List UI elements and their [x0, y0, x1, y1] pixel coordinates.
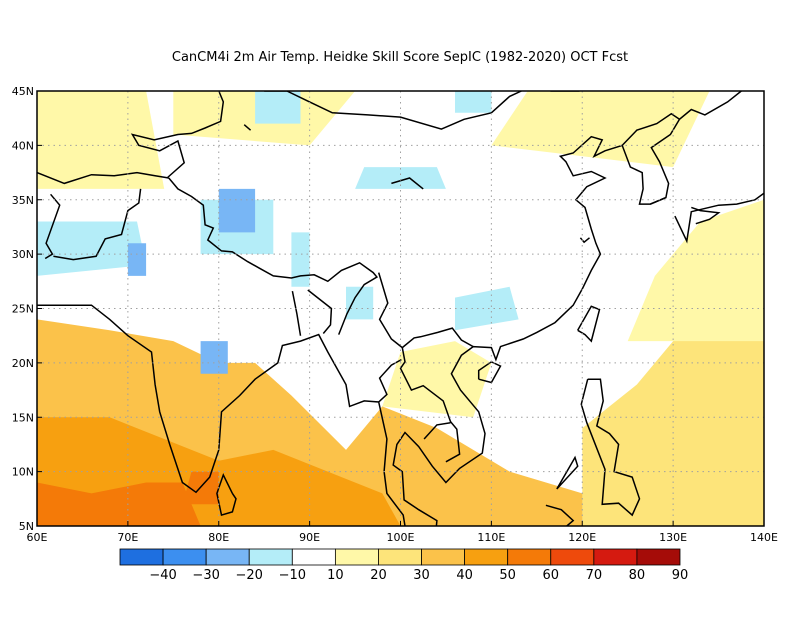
- coastline-segment: [423, 421, 451, 440]
- lat-tick-label: 15N: [12, 411, 34, 424]
- skill-region: [491, 91, 710, 168]
- colorbar-swatch: [636, 548, 681, 566]
- lon-tick-label: 140E: [750, 531, 778, 544]
- colorbar-label: 70: [586, 568, 603, 583]
- coastline-segment: [216, 472, 237, 517]
- colorbar-swatch: [464, 548, 509, 566]
- coastline-segment: [579, 237, 590, 244]
- colorbar-label: 40: [456, 568, 473, 583]
- coastlines: [37, 91, 764, 526]
- coastline-segment: [291, 290, 302, 336]
- coastline-segment: [44, 193, 61, 260]
- colorbar-swatch: [162, 548, 207, 566]
- lat-tick-label: 5N: [19, 520, 34, 533]
- coastline-segment: [650, 196, 667, 205]
- coastline-segment: [674, 192, 764, 244]
- coastline-segment: [130, 91, 225, 179]
- colorbar-label: 80: [629, 568, 646, 583]
- colorbar: −40 −30 −20 −10 10 20 30 40 50 60 70 80 90: [119, 548, 689, 583]
- skill-region: [455, 286, 519, 331]
- lon-tick-label: 60E: [27, 531, 48, 544]
- colorbar-label: 60: [542, 568, 559, 583]
- colorbar-swatch: [248, 548, 293, 566]
- colorbar-label: 50: [499, 568, 516, 583]
- lon-tick-label: 110E: [477, 531, 505, 544]
- skill-region: [255, 91, 301, 124]
- skill-region: [627, 199, 764, 342]
- coastline-segment: [556, 455, 579, 490]
- lat-tick-label: 25N: [12, 303, 34, 316]
- colorbar-label: −30: [192, 568, 219, 583]
- coastline-segment: [307, 289, 333, 334]
- coastline-segment: [577, 305, 601, 343]
- skill-region: [582, 308, 764, 526]
- coastline-segment: [621, 112, 680, 146]
- lon-tick-label: 80E: [208, 531, 229, 544]
- colorbar-label: 20: [370, 568, 387, 583]
- skill-region: [37, 482, 201, 526]
- coastline-segment: [243, 124, 252, 131]
- skill-region: [382, 341, 492, 418]
- colorbar-label: 90: [672, 568, 689, 583]
- colorbar-label: −10: [279, 568, 306, 583]
- colorbar-swatch: [550, 548, 595, 566]
- skill-region: [355, 167, 446, 189]
- colorbar-swatch: [507, 548, 552, 566]
- coastline-segment: [477, 360, 502, 384]
- lat-tick-label: 30N: [12, 248, 34, 261]
- coastline-segment: [377, 272, 474, 349]
- axis-ticks: 60E 70E 80E 90E 100E 110E 120E 130E 140E 5N 10N 15N…: [12, 85, 778, 544]
- colorbar-label: −40: [149, 568, 176, 583]
- lon-tick-label: 130E: [659, 531, 687, 544]
- colorbar-label: 10: [327, 568, 344, 583]
- coastline-segment: [580, 378, 641, 517]
- coastline-segment: [53, 188, 142, 261]
- skill-region: [346, 286, 374, 320]
- lat-tick-label: 10N: [12, 466, 34, 479]
- colorbar-label: 30: [413, 568, 430, 583]
- skill-region: [291, 232, 310, 287]
- colorbar-swatch: [378, 548, 422, 566]
- coastline-segment: [545, 504, 575, 526]
- lon-tick-label: 120E: [568, 531, 596, 544]
- colorbar-swatch: [334, 548, 379, 566]
- colorbar-swatch: [291, 548, 336, 566]
- skill-region: [218, 188, 256, 233]
- skill-region: [200, 341, 228, 374]
- lon-tick-label: 100E: [387, 531, 415, 544]
- coastline-segment: [264, 91, 522, 130]
- lat-tick-label: 35N: [12, 194, 34, 207]
- skill-region: [455, 91, 492, 113]
- skill-region: [37, 91, 165, 189]
- lat-tick-label: 20N: [12, 357, 34, 370]
- map-title: CanCM4i 2m Air Temp. Heidke Skill Score …: [171, 50, 629, 65]
- gridlines: [37, 91, 764, 526]
- coastline-segment: [37, 304, 406, 526]
- coastline-segment: [168, 177, 379, 335]
- colorbar-label: −20: [236, 568, 263, 583]
- lon-tick-label: 70E: [117, 531, 138, 544]
- lat-tick-label: 40N: [12, 139, 34, 152]
- coastline-segment: [399, 347, 461, 463]
- colorbar-swatch: [119, 548, 164, 566]
- lon-tick-label: 90E: [299, 531, 320, 544]
- coastline-segment: [691, 206, 721, 225]
- skill-score-field: [37, 91, 764, 526]
- colorbar-swatch: [421, 548, 466, 566]
- lat-tick-label: 45N: [12, 85, 34, 98]
- colorbar-swatch: [593, 548, 638, 566]
- colorbar-swatch: [205, 548, 250, 566]
- coastline-segment: [391, 177, 424, 190]
- coastline-segment: [37, 171, 169, 185]
- skill-region: [127, 243, 147, 276]
